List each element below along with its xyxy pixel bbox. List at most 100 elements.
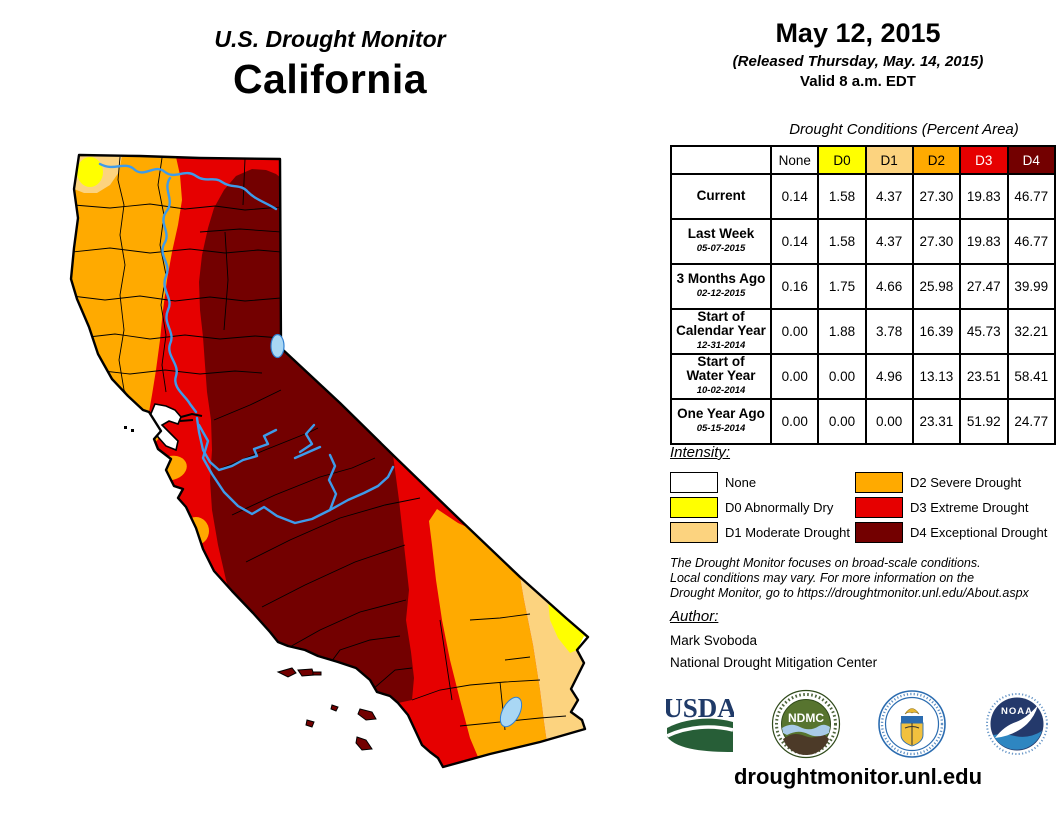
row-date: 05-15-2014 [696,423,746,434]
release-date: (Released Thursday, May. 14, 2015) [732,53,984,70]
cell-value: 1.58 [817,173,867,220]
legend-item-d4: D4 Exceptional Drought [855,520,1050,545]
row-date: 10-02-2014 [696,385,746,396]
legend-grid: None D0 Abnormally Dry D1 Moderate Droug… [670,470,1050,545]
logo-row: USDA NDMC NOAA [666,688,1050,760]
cell-value: 3.78 [864,308,914,355]
cell-value: 0.00 [770,353,820,400]
cell-value: 46.77 [1006,173,1056,220]
author-block: Author: Mark Svoboda National Drought Mi… [670,608,877,670]
cell-value: 4.96 [864,353,914,400]
col-header-d3: D3 [959,145,1009,175]
cell-value: 46.77 [1006,218,1056,265]
table-row: 3 Months Ago 02-12-2015 0.16 1.75 4.66 25… [669,263,1056,310]
legend-heading: Intensity: [670,444,731,461]
footer-url: droughtmonitor.unl.edu [733,764,983,789]
cell-value: 0.00 [770,308,820,355]
table-row: Start of Calendar Year 12-31-2014 0.00 1.… [669,308,1056,355]
swatch-d0 [670,497,718,518]
svg-text:NOAA: NOAA [1001,706,1033,717]
legend-item-d3: D3 Extreme Drought [855,495,1050,520]
drought-region-d2-northwest [71,155,182,412]
date-block: May 12, 2015 (Released Thursday, May. 14… [668,18,1048,90]
author-org: National Drought Mitigation Center [670,655,878,670]
table-row: Current 0.14 1.58 4.37 27.30 19.83 46.77 [669,173,1056,220]
cell-value: 23.51 [959,353,1009,400]
sacramento-river [161,176,198,414]
farallon-islands [124,426,134,432]
report-title: U.S. Drought Monitor [214,26,446,52]
tuolumne-river [327,453,338,512]
cell-value: 0.14 [770,173,820,220]
cell-value: 27.47 [959,263,1009,310]
svg-text:USDA: USDA [666,694,734,723]
cell-value: 25.98 [911,263,962,310]
author-heading: Author: [670,608,719,625]
col-header-d2: D2 [911,145,962,175]
cell-value: 51.92 [959,398,1009,445]
col-header-none: None [770,145,820,175]
california-drought-map [69,153,590,769]
salton-sea [499,696,523,728]
swatch-d2 [855,472,903,493]
table-corner-cell [669,145,773,175]
rivers [98,162,395,525]
disclaimer-line: Local conditions may vary. For more info… [670,571,975,585]
swatch-d3 [855,497,903,518]
noaa-logo: NOAA [984,692,1049,756]
cell-value: 13.13 [911,353,962,400]
table-row: Last Week 05-07-2015 0.14 1.58 4.37 27.30… [669,218,1056,265]
cell-value: 0.00 [817,398,867,445]
cell-value: 0.14 [770,218,820,265]
drought-region-d0-northwest [77,157,103,187]
table-row: Start of Water Year 10-02-2014 0.00 0.00 … [669,353,1056,400]
commerce-seal-logo [878,690,947,758]
cell-value: 19.83 [959,218,1009,265]
legend-item-d2: D2 Severe Drought [855,470,1050,495]
map-title-block: U.S. Drought Monitor California [90,26,570,103]
cell-value: 1.75 [817,263,867,310]
cell-value: 1.58 [817,218,867,265]
river-branch [293,423,322,460]
channel-islands [276,667,377,751]
cell-value: 0.00 [817,353,867,400]
usda-logo: USDA [666,694,734,752]
disclaimer-line: The Drought Monitor focuses on broad-sca… [670,556,981,570]
cell-value: 58.41 [1006,353,1056,400]
cell-value: 4.37 [864,218,914,265]
row-label: Current [696,188,746,203]
row-label: 3 Months Ago [676,271,766,286]
cell-value: 16.39 [911,308,962,355]
region-title: California [232,56,428,102]
drought-region-d1-southeast [517,560,588,743]
disclaimer: The Drought Monitor focuses on broad-sca… [670,556,1055,601]
swatch-none [670,472,718,493]
cell-value: 32.21 [1006,308,1056,355]
row-date: 05-07-2015 [696,243,746,254]
cell-value: 27.30 [911,173,962,220]
col-header-d1: D1 [864,145,914,175]
col-header-d0: D0 [817,145,867,175]
cell-value: 0.00 [770,398,820,445]
cell-value: 27.30 [911,218,962,265]
intensity-legend: Intensity: None D0 Abnormally Dry D1 Mod… [670,444,1050,545]
author-name: Mark Svoboda [670,633,758,648]
lake-tahoe [270,333,285,359]
row-date: 02-12-2015 [696,288,746,299]
row-label: Last Week [687,226,755,241]
table-header-row: None D0 D1 D2 D3 D4 [669,145,1056,175]
san-joaquin-river [197,423,395,525]
ndmc-logo: NDMC [771,689,840,759]
row-label: Start of Water Year [686,354,756,383]
disclaimer-line: Drought Monitor, go to https://droughtmo… [670,586,1029,600]
table-row: One Year Ago 05-15-2014 0.00 0.00 0.00 23… [669,398,1056,445]
map-date: May 12, 2015 [775,18,941,48]
cell-value: 0.00 [864,398,914,445]
legend-item-none: None [670,470,855,495]
swatch-d4 [855,522,903,543]
county-boundaries [71,156,567,731]
valid-time: Valid 8 a.m. EDT [800,73,916,90]
cell-value: 23.31 [911,398,962,445]
svg-text:NDMC: NDMC [788,711,824,725]
